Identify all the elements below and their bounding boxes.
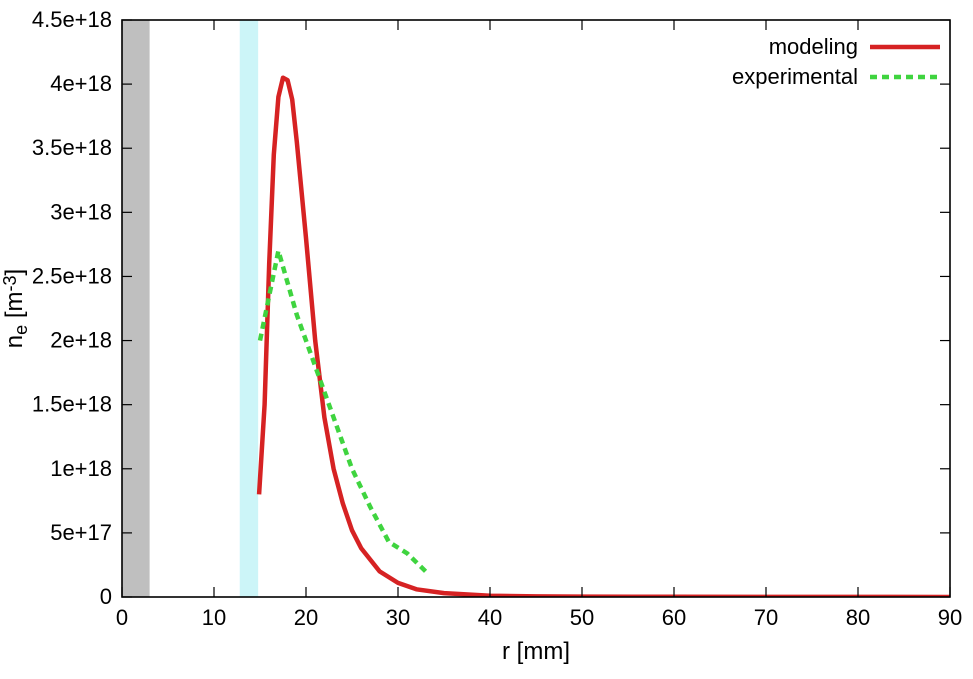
x-tick-label: 60 [662,605,686,630]
x-tick-label: 80 [846,605,870,630]
y-tick-label: 0 [100,584,112,609]
shaded-band-0 [122,20,150,597]
x-tick-label: 0 [116,605,128,630]
x-tick-label: 90 [938,605,962,630]
y-tick-label: 2.5e+18 [32,263,112,288]
chart-svg: 0 10 20 30 40 50 60 70 80 90 0 5e+17 1e+18 1.5e+18 2e+… [0,0,973,679]
shaded-band-1 [240,20,258,597]
legend-label-experimental: experimental [732,64,858,89]
y-tick-label: 1.5e+18 [32,392,112,417]
y-tick-label: 5e+17 [50,520,112,545]
x-axis-label: r [mm] [502,638,570,665]
x-tick-label: 30 [386,605,410,630]
x-tick-label: 40 [478,605,502,630]
x-tick-label: 10 [202,605,226,630]
x-tick-label: 20 [294,605,318,630]
y-tick-label: 4e+18 [50,71,112,96]
y-tick-label: 1e+18 [50,456,112,481]
x-tick-label: 70 [754,605,778,630]
x-tick-label: 50 [570,605,594,630]
y-tick-label: 2e+18 [50,328,112,353]
electron-density-chart: 0 10 20 30 40 50 60 70 80 90 0 5e+17 1e+18 1.5e+18 2e+… [0,0,973,679]
y-tick-label: 3e+18 [50,199,112,224]
y-tick-label: 3.5e+18 [32,135,112,160]
legend-label-modeling: modeling [769,34,858,59]
y-tick-label: 4.5e+18 [32,7,112,32]
